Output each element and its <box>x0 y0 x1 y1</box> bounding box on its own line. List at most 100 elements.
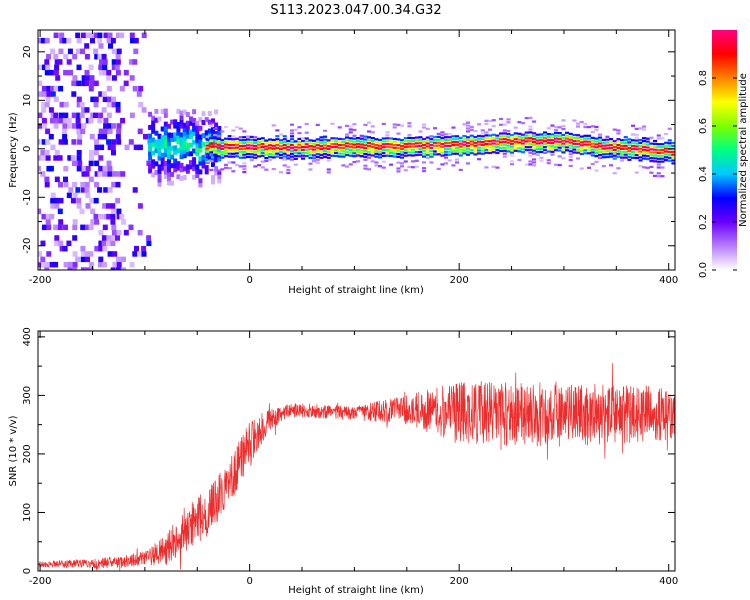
heatmap-cell <box>363 144 368 147</box>
heatmap-cell <box>81 123 87 129</box>
colorbar-gradient <box>712 30 737 270</box>
heatmap-cell <box>58 112 64 119</box>
heatmap-cell <box>466 144 471 148</box>
heatmap-cell <box>539 159 544 162</box>
heatmap-cell <box>480 152 485 155</box>
heatmap-cell <box>330 143 335 146</box>
heatmap-cell <box>167 158 171 164</box>
heatmap-cell <box>601 153 606 156</box>
heatmap-cell <box>66 59 72 65</box>
heatmap-cell <box>590 142 595 145</box>
heatmap-cell <box>157 164 162 170</box>
heatmap-cell <box>634 133 639 136</box>
heatmap-cell <box>429 152 434 155</box>
heatmap-frame <box>37 29 676 271</box>
heatmap-cell <box>319 150 324 154</box>
heatmap-cell <box>381 149 386 152</box>
heatmap-cell <box>38 251 43 257</box>
heatmap-cell <box>163 112 168 118</box>
heatmap-cell <box>85 256 90 263</box>
heatmap-cell <box>204 169 209 175</box>
heatmap-cell <box>59 245 65 252</box>
heatmap-cell <box>466 124 471 127</box>
heatmap-cell <box>407 136 412 139</box>
heatmap-cell <box>352 123 357 126</box>
heatmap-cell <box>458 151 463 154</box>
heatmap-cell <box>396 152 401 156</box>
heatmap-cell <box>543 131 548 134</box>
heatmap-cell <box>238 150 243 153</box>
heatmap-cell <box>612 157 617 160</box>
heatmap-cell <box>297 143 302 146</box>
heatmap-cell <box>49 117 55 124</box>
heatmap-cell <box>447 150 452 153</box>
heatmap-cell <box>179 141 184 147</box>
heatmap-cell <box>532 164 537 167</box>
heatmap-cell <box>72 224 78 231</box>
heatmap-cell <box>422 170 427 173</box>
heatmap-cell <box>271 153 276 156</box>
heatmap-cell <box>151 141 156 147</box>
heatmap-cell <box>227 135 232 138</box>
heatmap-cell <box>411 166 416 169</box>
heatmap-cell <box>72 261 78 268</box>
heatmap-cell <box>348 143 353 146</box>
heatmap-cell <box>286 154 291 157</box>
heatmap-cell <box>42 123 47 129</box>
heatmap-cell <box>90 208 96 215</box>
heatmap-cell <box>656 137 661 140</box>
heatmap-cell <box>63 53 69 60</box>
heatmap-cell <box>370 145 375 148</box>
heatmap-cell <box>238 153 243 156</box>
heatmap-cell <box>209 122 214 125</box>
heatmap-cell <box>185 146 190 152</box>
heatmap-cell <box>80 48 85 55</box>
heatmap-cell <box>154 148 159 154</box>
heatmap-cell <box>279 156 284 159</box>
heatmap-cell <box>601 147 606 150</box>
heatmap-cell <box>71 91 77 97</box>
heatmap-cell <box>587 140 592 143</box>
heatmap-cell <box>396 170 401 173</box>
heatmap-cell <box>656 157 661 160</box>
heatmap-cell <box>238 144 243 148</box>
heatmap-cell <box>71 80 77 87</box>
heatmap-cell <box>242 136 247 139</box>
heatmap-cell <box>667 150 672 154</box>
heatmap-cell <box>279 142 284 145</box>
heatmap-cell <box>308 151 313 154</box>
heatmap-cell <box>71 139 77 145</box>
heatmap-cell <box>214 109 219 115</box>
heatmap-cell <box>612 148 617 151</box>
heatmap-x-tick-label: -200 <box>29 275 52 286</box>
heatmap-cell <box>242 156 247 159</box>
heatmap-cell <box>385 145 390 149</box>
heatmap-cell <box>81 75 87 81</box>
heatmap-cell <box>115 197 121 204</box>
heatmap-cell <box>63 224 68 231</box>
heatmap-cell <box>378 150 383 153</box>
heatmap-cell <box>268 158 273 161</box>
heatmap-cell <box>572 119 577 122</box>
heatmap-cell <box>616 141 621 144</box>
heatmap-cell <box>414 165 419 168</box>
heatmap-cell <box>72 251 78 257</box>
heatmap-cell <box>462 146 467 149</box>
heatmap-cell <box>477 123 482 126</box>
heatmap-cell <box>205 138 210 141</box>
heatmap-cell <box>106 101 112 108</box>
heatmap-cell <box>458 142 463 145</box>
heatmap-cell <box>623 156 628 159</box>
heatmap-cell <box>590 136 595 139</box>
heatmap-cell <box>81 107 87 113</box>
heatmap-cell <box>326 153 331 156</box>
heatmap-cell <box>528 128 533 131</box>
heatmap-cell <box>653 145 658 148</box>
heatmap-cell <box>528 134 533 137</box>
heatmap-cell <box>609 152 614 155</box>
heatmap-cell <box>116 48 122 55</box>
heatmap-cell <box>411 139 416 143</box>
heatmap-cell <box>176 165 181 171</box>
heatmap-cell <box>656 166 661 169</box>
heatmap-cell <box>151 128 156 134</box>
